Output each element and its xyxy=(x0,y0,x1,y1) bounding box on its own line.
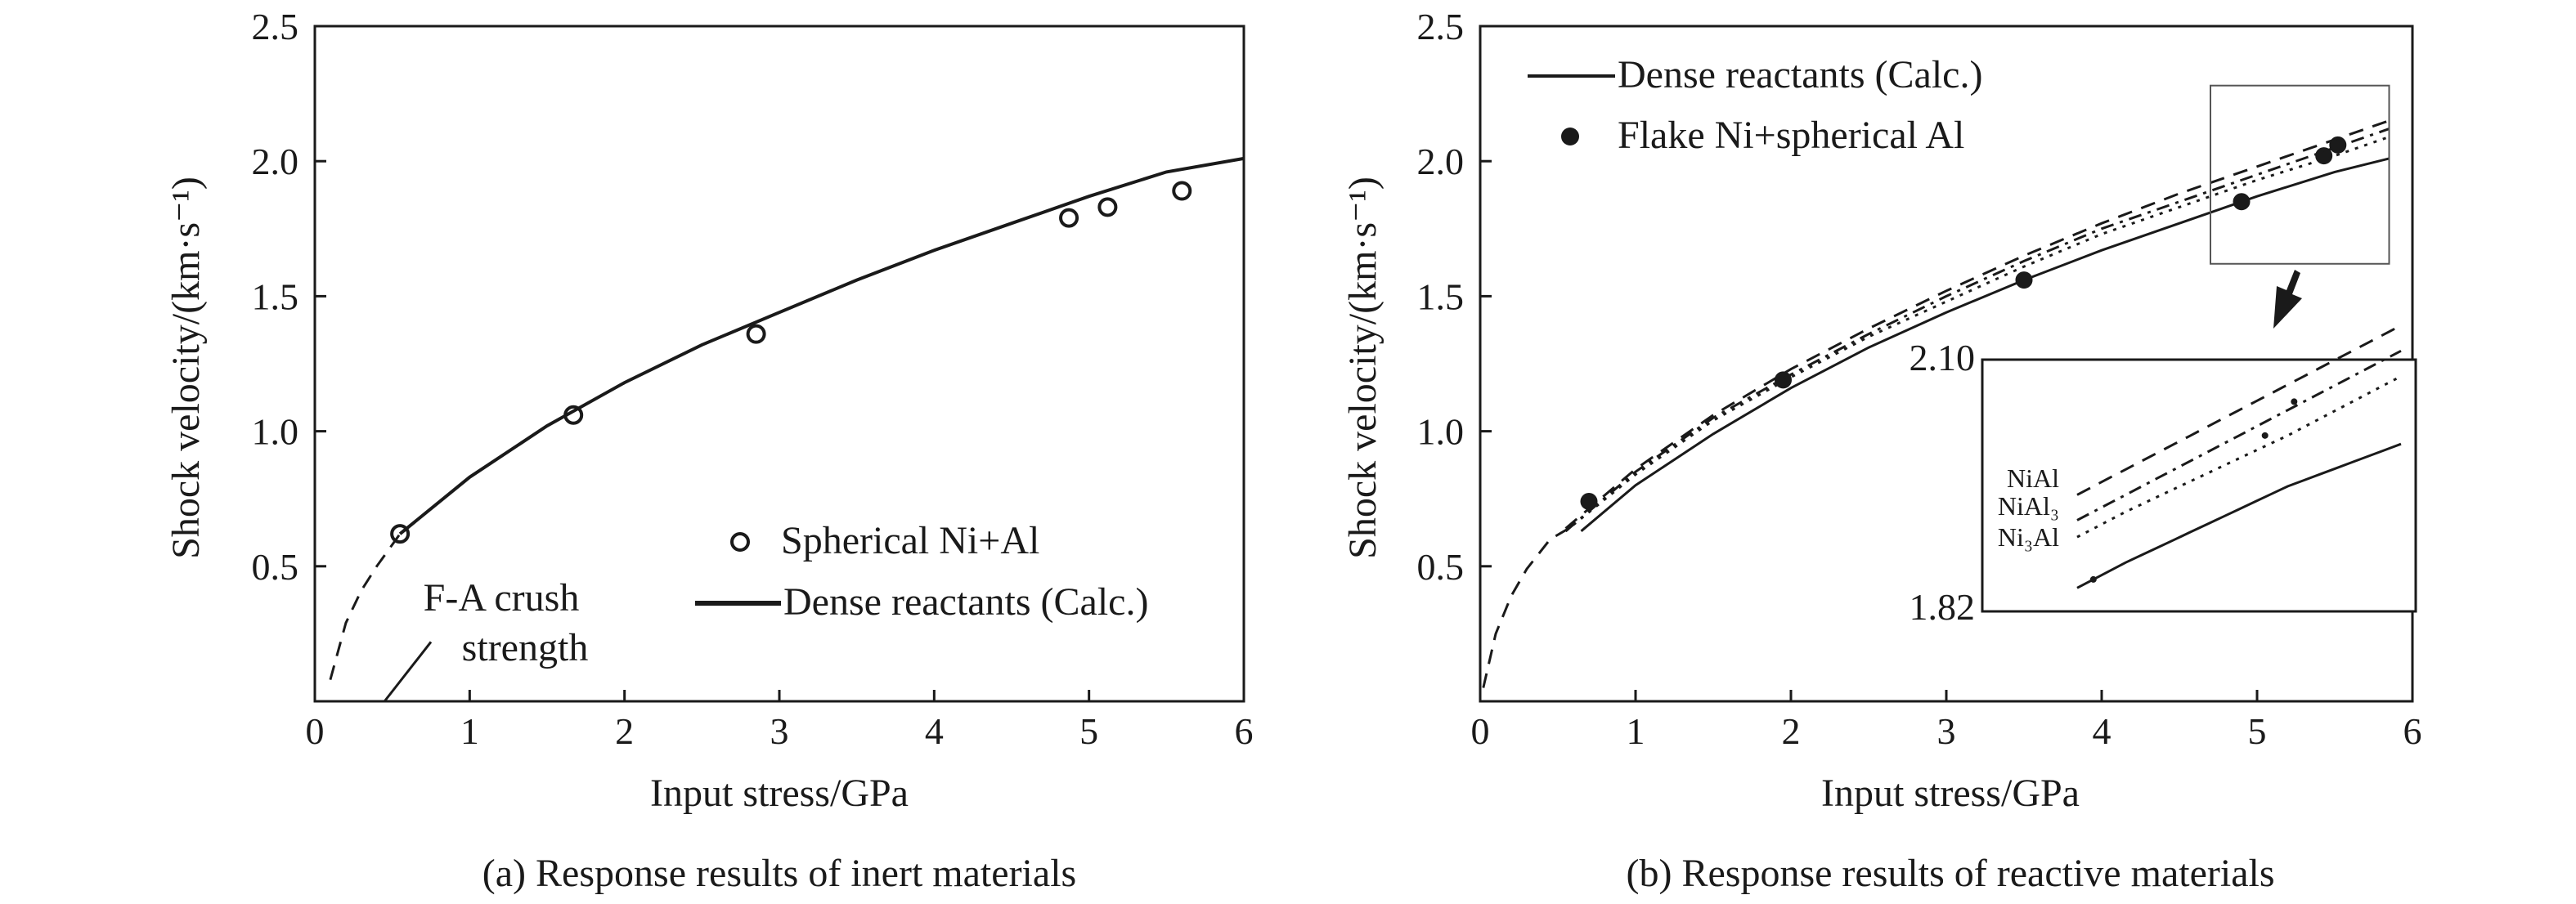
y-tick-label: 1.5 xyxy=(1417,275,1465,317)
legend-label-dense-reactants: Dense reactants (Calc.) xyxy=(783,580,1148,624)
inset-frame xyxy=(1981,358,2417,613)
panel-a-caption: (a) Response results of inert materials xyxy=(482,852,1076,895)
y-tick-label: 1.0 xyxy=(1417,411,1465,453)
x-tick-label: 3 xyxy=(770,710,789,752)
x-tick-label: 6 xyxy=(2403,710,2422,752)
y-tick-label: 1.0 xyxy=(252,411,299,453)
inset-curves xyxy=(2076,324,2402,589)
y-tick-label: 0.5 xyxy=(252,546,299,588)
x-tick-label: 2 xyxy=(1782,710,1801,752)
series-line-nial- xyxy=(1564,128,2390,532)
legend-open-circle-marker xyxy=(730,532,750,552)
crush-strength-label-line1: F-A crush xyxy=(424,576,580,620)
panel-a-ylabel: Shock velocity/(km·s⁻¹) xyxy=(164,177,208,559)
x-tick-label: 5 xyxy=(1079,710,1098,752)
x-tick-label: 0 xyxy=(1471,710,1490,752)
data-point-marker xyxy=(2015,271,2033,289)
panel-b-caption: (b) Response results of reactive materia… xyxy=(1626,852,2274,895)
inset-curve-ni-al xyxy=(2076,375,2402,539)
panel-b: 0 1 2 3 4 5 6 0.5 1.0 1.5 2.0 2.5 Shock velocity/(k… xyxy=(1341,6,2422,895)
x-tick-label: 5 xyxy=(2248,710,2267,752)
inset-curve-nial- xyxy=(2076,349,2402,521)
data-point-marker xyxy=(746,324,766,344)
legend-label-dense-reactants: Dense reactants (Calc.) xyxy=(1618,53,1982,96)
series-line-ni-al xyxy=(1564,136,2390,532)
inset-label-ni3al: Ni₃Al xyxy=(1998,522,2059,552)
legend-filled-circle-marker xyxy=(1561,128,1579,145)
y-tick-label: 0.5 xyxy=(1417,546,1465,588)
zoom-region-box xyxy=(2210,84,2390,265)
panel-a-legend: Spherical Ni+Al Dense reactants (Calc.) xyxy=(695,519,1148,624)
crush-strength-label-line2: strength xyxy=(462,626,589,669)
crush-strength-pointer-line xyxy=(384,641,433,702)
panel-a-plot-area xyxy=(329,156,1245,680)
data-point-marker xyxy=(1172,181,1192,201)
x-tick-label: 0 xyxy=(306,710,325,752)
data-point-marker xyxy=(1059,208,1079,228)
panel-b-ticks: 0 1 2 3 4 5 6 0.5 1.0 1.5 2.0 2.5 xyxy=(1417,6,2422,752)
x-tick-label: 6 xyxy=(1235,710,1254,752)
panel-a-xlabel: Input stress/GPa xyxy=(650,772,909,815)
panel-a-ticks: 0 1 2 3 4 5 6 0.5 1.0 1.5 2.0 2.5 xyxy=(252,6,1254,752)
y-tick-label: 1.5 xyxy=(252,275,299,317)
inset-data-point xyxy=(2089,575,2097,583)
x-tick-label: 3 xyxy=(1937,710,1956,752)
series-line-dense-reactants-calc- xyxy=(1580,157,2390,532)
panel-b-ylabel: Shock velocity/(km·s⁻¹) xyxy=(1341,177,1384,559)
x-tick-label: 2 xyxy=(615,710,634,752)
panel-a: 0 1 2 3 4 5 6 0.5 1.0 1.5 2.0 2.5 Shock velocity/(k… xyxy=(164,6,1254,895)
inset-data-point xyxy=(2261,432,2269,439)
inset-curve-dense-reactants-calc- xyxy=(2076,442,2402,589)
crush-strength-annotation: F-A crush strength xyxy=(384,576,589,702)
data-point-marker xyxy=(1097,197,1118,217)
inset-curve-nial xyxy=(2076,324,2402,496)
panel-b-plot-area xyxy=(1482,119,2390,688)
inset-tick-bottom: 1.82 xyxy=(1910,586,1976,628)
series-line-extrapolation xyxy=(1482,524,1574,688)
data-point-marker xyxy=(2233,193,2251,211)
inset-label-nial3: NiAl₃ xyxy=(1998,491,2059,521)
inset-tick-top: 2.10 xyxy=(1910,337,1976,378)
x-tick-label: 1 xyxy=(1627,710,1645,752)
inset-label-nial: NiAl xyxy=(2007,463,2059,493)
panel-b-legend: Dense reactants (Calc.) Flake Ni+spheric… xyxy=(1528,53,1982,157)
legend-label-spherical-ni-al: Spherical Ni+Al xyxy=(781,519,1039,562)
x-tick-label: 1 xyxy=(460,710,479,752)
panel-b-xlabel: Input stress/GPa xyxy=(1821,772,2080,815)
zoom-arrow-icon xyxy=(2273,270,2302,329)
inset-data-point xyxy=(2291,398,2298,405)
legend-label-flake-ni-spherical-al: Flake Ni+spherical Al xyxy=(1618,114,1964,157)
series-line-extrapolation xyxy=(329,533,402,680)
y-tick-label: 2.5 xyxy=(1417,6,1465,47)
y-tick-label: 2.0 xyxy=(1417,141,1465,182)
series-line-nial xyxy=(1564,119,2390,530)
y-tick-label: 2.0 xyxy=(252,141,299,182)
x-tick-label: 4 xyxy=(2093,710,2112,752)
series-line-dense-reactants-calc- xyxy=(398,156,1245,535)
y-tick-label: 2.5 xyxy=(252,6,299,47)
x-tick-label: 4 xyxy=(925,710,944,752)
zoom-inset: 2.10 1.82 NiAl NiAl₃ Ni₃Al xyxy=(1910,324,2417,628)
